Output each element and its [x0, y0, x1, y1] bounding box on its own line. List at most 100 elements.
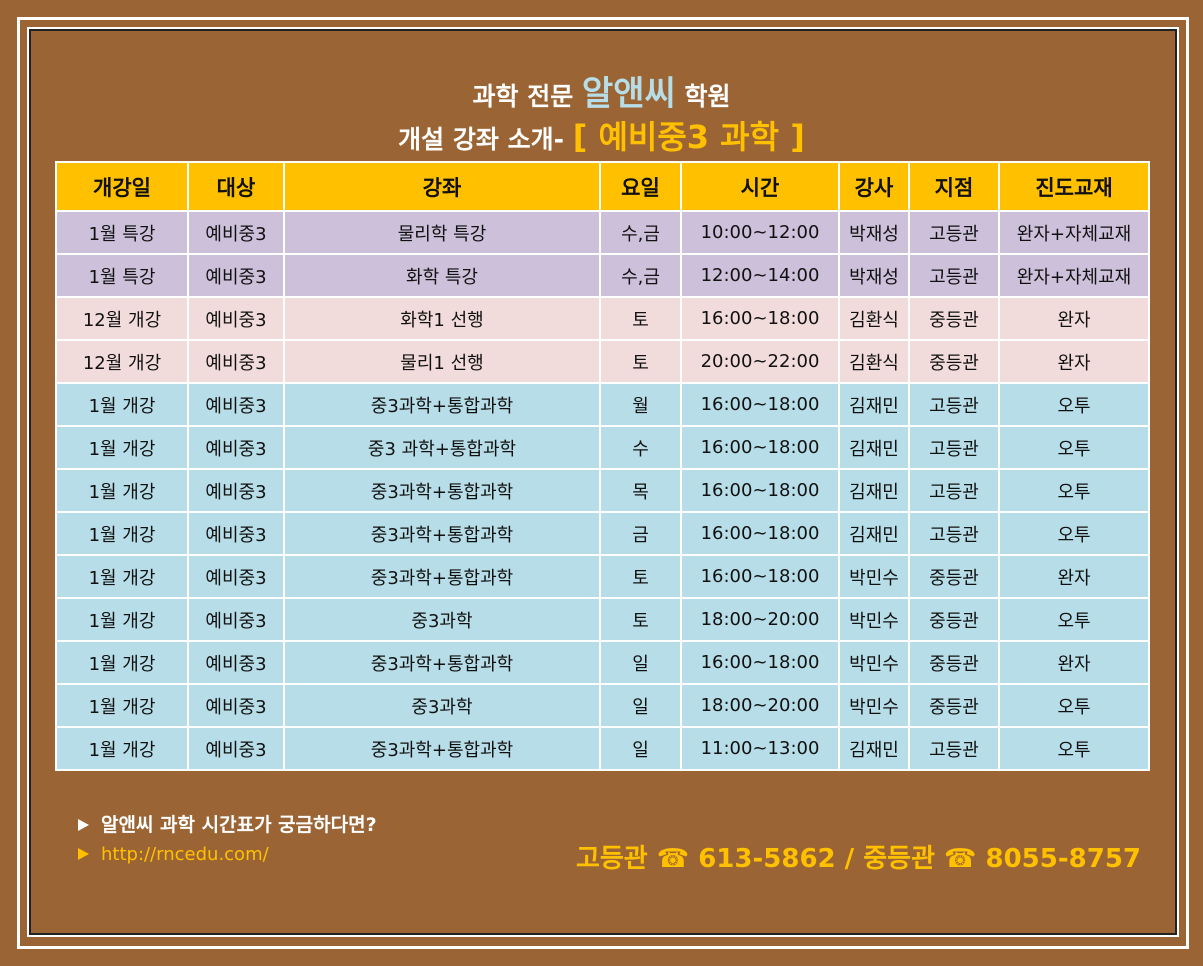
- table-cell: 중3과학: [283, 597, 601, 642]
- table-cell: 수: [599, 425, 682, 470]
- table-cell: 중3과학+통합과학: [283, 382, 601, 427]
- table-cell: 예비중3: [187, 425, 285, 470]
- header-row: 개강일 대상 강좌 요일 시간 강사 지점 진도교재: [55, 161, 1150, 212]
- table-cell: 오투: [998, 683, 1150, 728]
- table-cell: 물리학 특강: [283, 210, 601, 255]
- table-row: 1월 개강 예비중3 중3과학+통합과학 금 16:00~18:00 김재민 고등관 오투: [55, 511, 1150, 556]
- table-cell: 16:00~18:00: [680, 468, 840, 513]
- column-header: 시간: [680, 161, 840, 212]
- table-cell: 김환식: [838, 296, 910, 341]
- table-cell: 일: [599, 683, 682, 728]
- table-cell: 12월 개강: [55, 339, 189, 384]
- table-cell: 완자: [998, 640, 1150, 685]
- table-cell: 고등관: [908, 382, 1000, 427]
- footer-contact: 고등관 ☎ 613-5862 / 중등관 ☎ 8055-8757: [575, 844, 1141, 874]
- table-cell: 목: [599, 468, 682, 513]
- table-cell: 박재성: [838, 253, 910, 298]
- table-cell: 완자: [998, 339, 1150, 384]
- table-cell: 박민수: [838, 640, 910, 685]
- table-cell: 금: [599, 511, 682, 556]
- table-row: 1월 개강 예비중3 중3과학+통합과학 일 16:00~18:00 박민수 중등관 완자: [55, 640, 1150, 685]
- table-cell: 월: [599, 382, 682, 427]
- table-cell: 중등관: [908, 554, 1000, 599]
- table-cell: 중3 과학+통합과학: [283, 425, 601, 470]
- table-cell: 12월 개강: [55, 296, 189, 341]
- table-cell: 1월 개강: [55, 382, 189, 427]
- footer-url[interactable]: http://rncedu.com/: [101, 844, 269, 865]
- table-cell: 김재민: [838, 468, 910, 513]
- table-cell: 고등관: [908, 511, 1000, 556]
- table-cell: 16:00~18:00: [680, 382, 840, 427]
- column-header: 강사: [838, 161, 910, 212]
- table-cell: 수,금: [599, 210, 682, 255]
- table-cell: 중3과학+통합과학: [283, 640, 601, 685]
- table-cell: 1월 개강: [55, 468, 189, 513]
- table-cell: 예비중3: [187, 726, 285, 771]
- arrow-icon: [78, 819, 89, 831]
- footer-line: http://rncedu.com/: [78, 844, 269, 865]
- table-cell: 1월 개강: [55, 726, 189, 771]
- table-cell: 고등관: [908, 253, 1000, 298]
- table-cell: 11:00~13:00: [680, 726, 840, 771]
- table-cell: 중3과학+통합과학: [283, 726, 601, 771]
- table-cell: 고등관: [908, 726, 1000, 771]
- table-cell: 예비중3: [187, 468, 285, 513]
- table-row: 1월 개강 예비중3 중3과학+통합과학 월 16:00~18:00 김재민 고등관 오투: [55, 382, 1150, 427]
- table-cell: 중3과학+통합과학: [283, 511, 601, 556]
- table-cell: 예비중3: [187, 296, 285, 341]
- title-brand: 알앤씨: [581, 74, 676, 114]
- arrow-icon: [78, 848, 89, 860]
- table-cell: 16:00~18:00: [680, 296, 840, 341]
- table-cell: 예비중3: [187, 382, 285, 427]
- table-cell: 16:00~18:00: [680, 425, 840, 470]
- table-cell: 완자+자체교재: [998, 253, 1150, 298]
- table-cell: 일: [599, 640, 682, 685]
- table-row: 1월 개강 예비중3 중3과학 토 18:00~20:00 박민수 중등관 오투: [55, 597, 1150, 642]
- title-text: 개설 강좌 소개-: [398, 125, 564, 154]
- table-cell: 박재성: [838, 210, 910, 255]
- column-header: 지점: [908, 161, 1000, 212]
- table-cell: 완자: [998, 554, 1150, 599]
- table-cell: 오투: [998, 511, 1150, 556]
- inner-frame: [27, 27, 1179, 937]
- title-line: 과학 전문 알앤씨 학원: [0, 66, 1203, 115]
- table-cell: 예비중3: [187, 339, 285, 384]
- table-cell: 박민수: [838, 554, 910, 599]
- table-cell: 물리1 선행: [283, 339, 601, 384]
- table-cell: 12:00~14:00: [680, 253, 840, 298]
- table-cell: 예비중3: [187, 511, 285, 556]
- table-cell: 김재민: [838, 425, 910, 470]
- title-highlight: [ 예비중3 과학 ]: [572, 118, 805, 156]
- table-cell: 화학 특강: [283, 253, 601, 298]
- table-cell: 1월 개강: [55, 425, 189, 470]
- schedule-table: 개강일 대상 강좌 요일 시간 강사 지점 진도교재 1월 특강 예비중3 물리학 특강 수,금 10:…: [55, 161, 1150, 771]
- table-row: 1월 개강 예비중3 중3과학 일 18:00~20:00 박민수 중등관 오투: [55, 683, 1150, 728]
- table-cell: 중등관: [908, 640, 1000, 685]
- table-cell: 중등관: [908, 296, 1000, 341]
- table-cell: 1월 특강: [55, 210, 189, 255]
- table-cell: 16:00~18:00: [680, 640, 840, 685]
- table-cell: 토: [599, 296, 682, 341]
- table-cell: 고등관: [908, 468, 1000, 513]
- table-row: 1월 특강 예비중3 물리학 특강 수,금 10:00~12:00 박재성 고등관 완자+자체…: [55, 210, 1150, 255]
- table-cell: 1월 개강: [55, 554, 189, 599]
- table-cell: 토: [599, 339, 682, 384]
- table-cell: 김재민: [838, 511, 910, 556]
- table-cell: 예비중3: [187, 253, 285, 298]
- table-row: 12월 개강 예비중3 물리1 선행 토 20:00~22:00 김환식 중등관 완자: [55, 339, 1150, 384]
- table-cell: 일: [599, 726, 682, 771]
- table-cell: 김재민: [838, 382, 910, 427]
- column-header: 진도교재: [998, 161, 1150, 212]
- table-cell: 중등관: [908, 339, 1000, 384]
- table-cell: 예비중3: [187, 554, 285, 599]
- table-cell: 1월 개강: [55, 511, 189, 556]
- table-cell: 18:00~20:00: [680, 597, 840, 642]
- table-cell: 중3과학: [283, 683, 601, 728]
- table-cell: 토: [599, 597, 682, 642]
- table-cell: 김재민: [838, 726, 910, 771]
- table-cell: 오투: [998, 597, 1150, 642]
- table-row: 1월 개강 예비중3 중3과학+통합과학 토 16:00~18:00 박민수 중등관 완자: [55, 554, 1150, 599]
- table-cell: 고등관: [908, 425, 1000, 470]
- table-cell: 중등관: [908, 683, 1000, 728]
- table-cell: 예비중3: [187, 210, 285, 255]
